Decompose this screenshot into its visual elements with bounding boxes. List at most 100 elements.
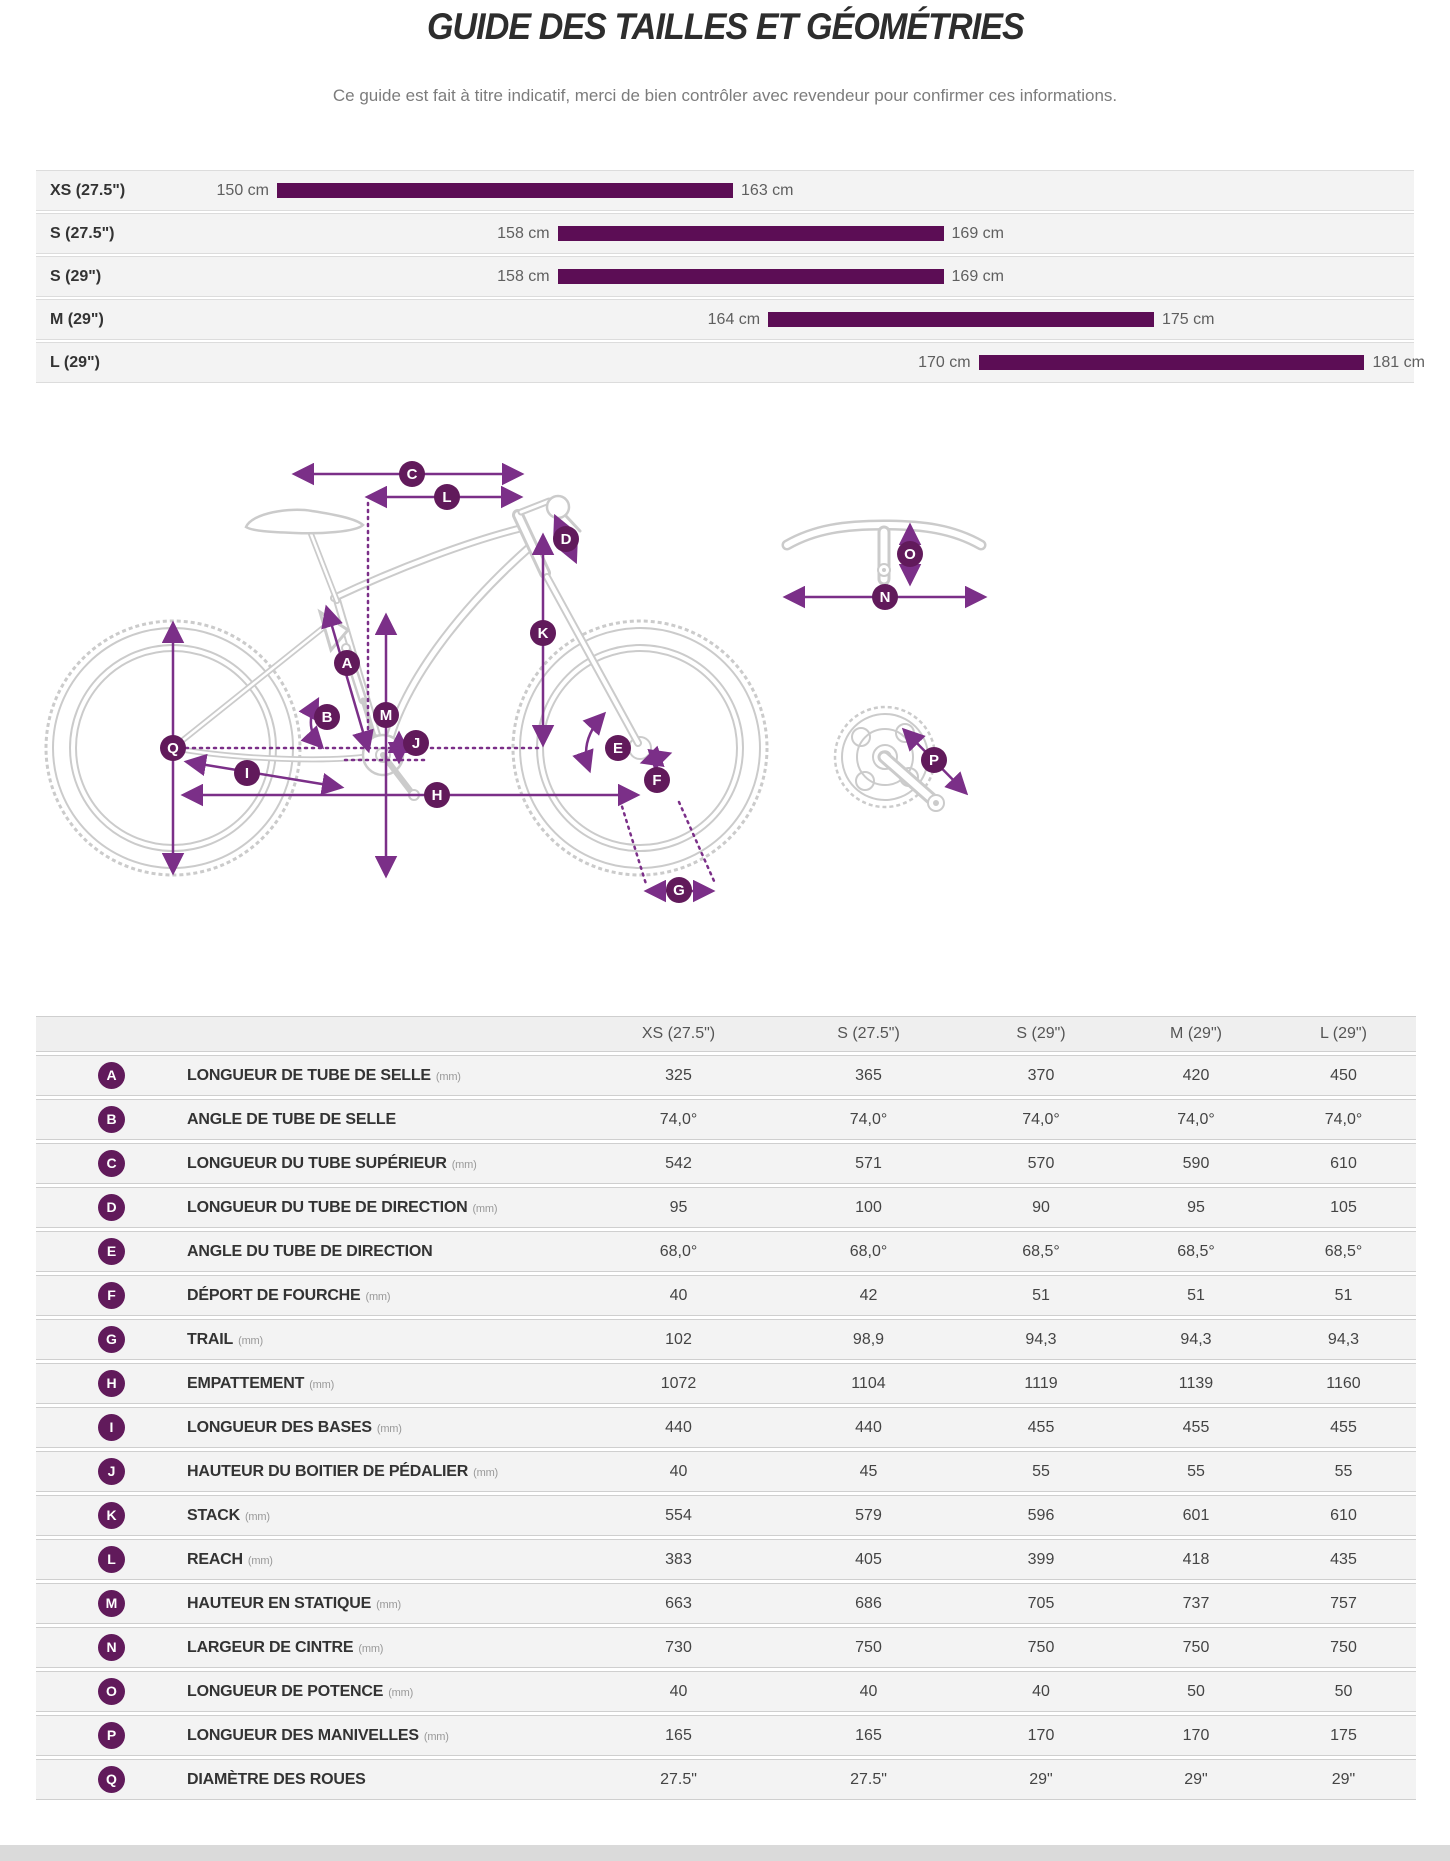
column-header: M (29") (1170, 1025, 1222, 1042)
table-value: 68,5° (1022, 1242, 1060, 1260)
row-unit: (mm) (376, 1598, 401, 1611)
table-value: 102 (665, 1330, 692, 1348)
size-row-label: M (29") (50, 311, 104, 328)
size-row-label: XS (27.5") (50, 182, 126, 199)
row-label: LARGEUR DE CINTRE (mm) (187, 1639, 383, 1657)
table-value: 165 (665, 1726, 692, 1744)
row-label-cell: K STACK (mm) (36, 1502, 581, 1529)
table-value: 40 (669, 1462, 688, 1480)
row-label-text: LONGUEUR DU TUBE DE DIRECTION (187, 1198, 468, 1216)
table-row: D LONGUEUR DU TUBE DE DIRECTION (mm) 95 100 9… (36, 1187, 1416, 1228)
row-letter-badge: A (98, 1062, 125, 1089)
row-label-text: LONGUEUR DES BASES (187, 1418, 372, 1436)
table-value: 165 (855, 1726, 882, 1744)
row-label-cell: D LONGUEUR DU TUBE DE DIRECTION (mm) (36, 1194, 581, 1221)
dim-badge-b: B (314, 704, 340, 730)
row-unit: (mm) (435, 1070, 461, 1083)
height-range-bar (557, 226, 944, 241)
table-row: I LONGUEUR DES BASES (mm) 440 440 455 455 455 (36, 1407, 1416, 1448)
size-chart: XS (27.5") 150 cm 163 cm S (27.5") 158 cm 169… (36, 170, 1425, 385)
bike-geometry-diagram: A B C D E F G H I J K L M N O P Q (0, 440, 1450, 1010)
table-value: 74,0° (659, 1110, 698, 1128)
table-value: 55 (1187, 1462, 1205, 1480)
range-max-label: 163 cm (741, 182, 794, 199)
row-label-text: HAUTEUR DU BOITIER DE PÉDALIER (187, 1462, 469, 1480)
row-unit: (mm) (423, 1730, 449, 1743)
row-letter-badge: M (98, 1590, 125, 1617)
row-label: LONGUEUR DES BASES (mm) (187, 1419, 402, 1437)
table-row: C LONGUEUR DU TUBE SUPÉRIEUR (mm) 542 571 570… (36, 1143, 1416, 1184)
row-label-text: LONGUEUR DE TUBE DE SELLE (187, 1066, 431, 1084)
row-label: TRAIL (mm) (187, 1331, 263, 1349)
row-label-text: LARGEUR DE CINTRE (187, 1638, 354, 1656)
row-label-cell: L REACH (mm) (36, 1546, 581, 1573)
dim-badge-n: N (872, 584, 898, 610)
svg-text:I: I (245, 765, 249, 782)
range-min-label: 170 cm (918, 354, 971, 371)
svg-text:C: C (407, 466, 418, 483)
row-label: STACK (mm) (187, 1507, 270, 1525)
size-row: M (29") 164 cm 175 cm (36, 299, 1414, 340)
table-value: 74,0° (1177, 1110, 1215, 1128)
table-value: 686 (855, 1594, 882, 1612)
table-value: 383 (665, 1550, 692, 1568)
table-row: L REACH (mm) 383 405 399 418 435 (36, 1539, 1416, 1580)
table-value: 570 (1027, 1154, 1055, 1172)
size-row: S (27.5") 158 cm 169 cm (36, 213, 1414, 254)
table-value: 68,0° (849, 1242, 888, 1260)
row-label-text: DÉPORT DE FOURCHE (187, 1286, 361, 1304)
dim-badge-k: K (530, 620, 556, 646)
table-row: P LONGUEUR DES MANIVELLES (mm) 165 165 170 170… (36, 1715, 1416, 1756)
row-unit: (mm) (376, 1422, 402, 1435)
range-min-label: 158 cm (497, 268, 550, 285)
table-value: 175 (1330, 1726, 1357, 1744)
column-header: L (29") (1320, 1025, 1367, 1042)
row-label-cell: J HAUTEUR DU BOITIER DE PÉDALIER (mm) (36, 1458, 581, 1485)
table-row: G TRAIL (mm) 102 98,9 94,3 94,3 94,3 (36, 1319, 1416, 1360)
table-value: 435 (1330, 1550, 1357, 1568)
table-value: 757 (1330, 1594, 1357, 1612)
row-label-cell: H EMPATTEMENT (mm) (36, 1370, 581, 1397)
table-value: 94,3 (1327, 1330, 1360, 1348)
row-letter-badge: K (98, 1502, 125, 1529)
table-value: 170 (1027, 1726, 1055, 1744)
svg-text:P: P (929, 752, 939, 769)
row-letter-badge: B (98, 1106, 125, 1133)
row-label-cell: P LONGUEUR DES MANIVELLES (mm) (36, 1722, 581, 1749)
table-value: 737 (1182, 1594, 1210, 1612)
svg-text:J: J (412, 735, 420, 752)
svg-text:G: G (673, 882, 685, 899)
row-letter-badge: G (98, 1326, 125, 1353)
range-min-label: 150 cm (216, 182, 269, 199)
table-row: M HAUTEUR EN STATIQUE (mm) 663 686 705 737 757 (36, 1583, 1416, 1624)
size-row: XS (27.5") 150 cm 163 cm (36, 170, 1414, 211)
row-label-text: REACH (187, 1550, 243, 1568)
table-value: 40 (669, 1682, 688, 1700)
table-row: E ANGLE DU TUBE DE DIRECTION 68,0° 68,0° 68,… (36, 1231, 1416, 1272)
table-value: 440 (665, 1418, 692, 1436)
table-value: 325 (665, 1066, 692, 1084)
handlebar-top-view (781, 519, 987, 586)
row-label-text: STACK (187, 1506, 240, 1524)
row-unit: (mm) (244, 1510, 270, 1523)
table-row: B ANGLE DE TUBE DE SELLE 74,0° 74,0° 74,0° 74… (36, 1099, 1416, 1140)
row-label: LONGUEUR DU TUBE DE DIRECTION (mm) (187, 1199, 497, 1217)
table-row: N LARGEUR DE CINTRE (mm) 730 750 750 750 750 (36, 1627, 1416, 1668)
table-value: 571 (855, 1154, 882, 1172)
table-value: 68,0° (659, 1242, 698, 1260)
dim-badge-o: O (897, 541, 923, 567)
dim-badge-m: M (373, 702, 399, 728)
table-value: 610 (1330, 1154, 1357, 1172)
front-wheel-sketch (511, 619, 769, 877)
dim-badge-h: H (424, 782, 450, 808)
row-letter-badge: O (98, 1678, 125, 1705)
table-value: 40 (669, 1286, 688, 1304)
row-unit: (mm) (451, 1158, 477, 1171)
dim-badge-c: C (399, 461, 425, 487)
table-value: 50 (1187, 1682, 1205, 1700)
row-label-text: LONGUEUR DES MANIVELLES (187, 1726, 419, 1744)
size-row-label: L (29") (50, 354, 100, 371)
range-min-label: 164 cm (707, 311, 761, 328)
row-label-text: DIAMÈTRE DES ROUES (187, 1770, 366, 1788)
row-unit: (mm) (247, 1554, 273, 1567)
